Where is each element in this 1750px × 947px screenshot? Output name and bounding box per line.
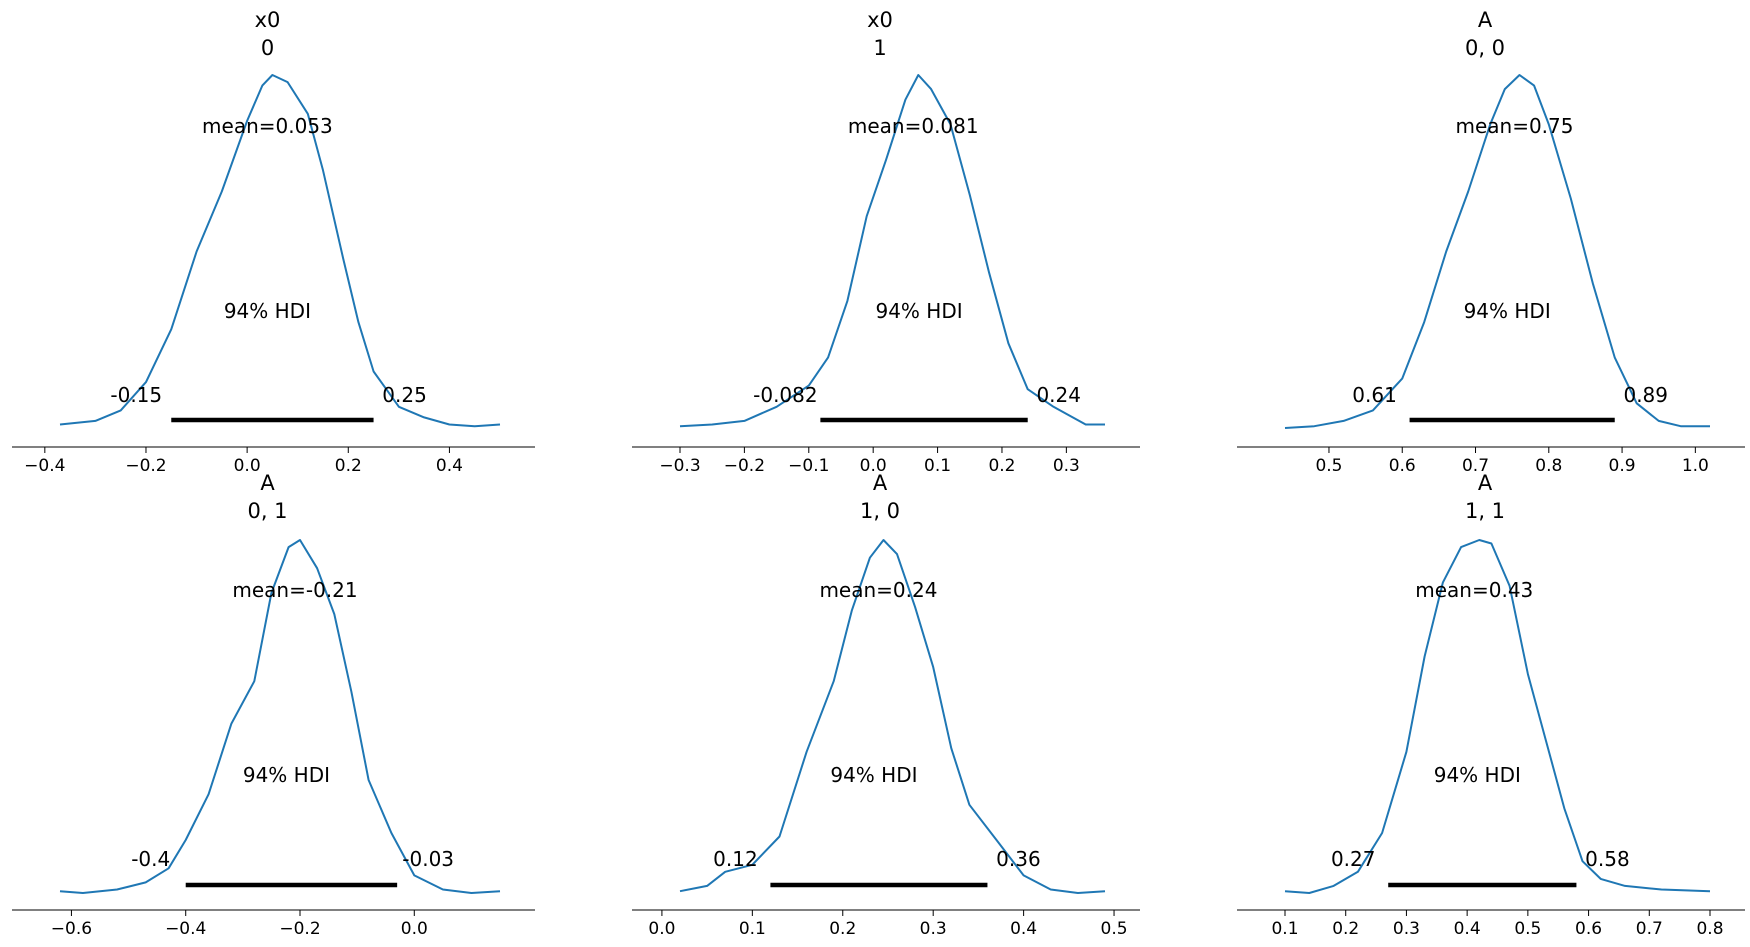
x-tick-label: 0.8 (1535, 456, 1562, 476)
hdi-high-label: 0.58 (1585, 847, 1630, 871)
density-curve (679, 539, 1106, 894)
hdi-high-label: 0.89 (1623, 383, 1668, 407)
x-tick-label: 1.0 (1682, 456, 1709, 476)
panel-5: A 1, 1 mean=0.43 94% HDI 0.27 0.58 0.1 0.2 0.3 0.… (1237, 471, 1745, 939)
panel-title-index: 1, 0 (860, 499, 900, 523)
x-tick-label: 0.9 (1609, 456, 1636, 476)
x-tick-label: 0.2 (829, 919, 856, 939)
density-curve (1284, 539, 1711, 894)
x-tick-label: 0.4 (436, 456, 463, 476)
hdi-label: 94% HDI (1434, 763, 1521, 787)
panel-title-index: 1 (873, 36, 886, 60)
x-tick-label: 0.7 (1462, 456, 1489, 476)
hdi-low-label: 0.61 (1352, 383, 1397, 407)
mean-label: mean=0.43 (1415, 578, 1533, 602)
hdi-label: 94% HDI (1464, 299, 1551, 323)
panel-title-index: 0, 0 (1465, 36, 1505, 60)
hdi-high-label: 0.25 (382, 383, 427, 407)
density-curve (59, 74, 501, 428)
panel-title-variable: A (873, 471, 888, 495)
hdi-high-label: -0.03 (402, 847, 454, 871)
x-tick-label: −0.2 (125, 456, 166, 476)
mean-label: mean=0.24 (819, 578, 937, 602)
mean-label: mean=-0.21 (232, 578, 357, 602)
x-tick-label: 0.5 (1315, 456, 1342, 476)
mean-label: mean=0.081 (848, 114, 979, 138)
x-tick-label: 0.0 (860, 456, 887, 476)
panel-1: x0 1 mean=0.081 94% HDI -0.082 0.24 −0.3 −0.2 −0… (632, 8, 1140, 476)
hdi-label: 94% HDI (243, 763, 330, 787)
x-tick-label: −0.4 (165, 919, 206, 939)
x-tick-label: 0.2 (335, 456, 362, 476)
panel-title-variable: A (260, 471, 275, 495)
x-tick-label: −0.6 (51, 919, 92, 939)
x-tick-label: 0.5 (1101, 919, 1128, 939)
x-tick-label: −0.1 (788, 456, 829, 476)
hdi-label: 94% HDI (830, 763, 917, 787)
x-tick-label: 0.7 (1636, 919, 1663, 939)
x-tick-label: 0.4 (1454, 919, 1481, 939)
x-tick-label: 0.5 (1514, 919, 1541, 939)
x-tick-label: 0.8 (1696, 919, 1723, 939)
hdi-low-label: 0.27 (1331, 847, 1376, 871)
panel-0: x0 0 mean=0.053 94% HDI -0.15 0.25 −0.4 −0.2 0.0… (12, 8, 535, 476)
x-tick-label: 0.6 (1575, 919, 1602, 939)
density-curve (679, 74, 1105, 428)
hdi-low-label: -0.15 (110, 383, 162, 407)
panel-title-variable: x0 (255, 8, 281, 32)
panel-2: A 0, 0 mean=0.75 94% HDI 0.61 0.89 0.5 0.6 0.7 0.… (1237, 8, 1745, 476)
x-tick-label: −0.2 (724, 456, 765, 476)
x-tick-label: 0.0 (401, 919, 428, 939)
x-tick-label: 0.0 (648, 919, 675, 939)
mean-label: mean=0.053 (202, 114, 333, 138)
x-tick-label: 0.1 (739, 919, 766, 939)
hdi-label: 94% HDI (224, 299, 311, 323)
hdi-label: 94% HDI (875, 299, 962, 323)
density-curve (59, 539, 501, 894)
panel-4: A 1, 0 mean=0.24 94% HDI 0.12 0.36 0.0 0.1 0.2 0.… (632, 471, 1140, 939)
hdi-low-label: -0.4 (131, 847, 170, 871)
panel-title-variable: A (1478, 471, 1493, 495)
x-tick-label: 0.2 (988, 456, 1015, 476)
x-tick-label: −0.4 (24, 456, 65, 476)
mean-label: mean=0.75 (1455, 114, 1573, 138)
x-tick-label: −0.3 (659, 456, 700, 476)
hdi-high-label: 0.36 (996, 847, 1041, 871)
x-tick-label: 0.3 (1393, 919, 1420, 939)
hdi-high-label: 0.24 (1036, 383, 1081, 407)
panel-3: A 0, 1 mean=-0.21 94% HDI -0.4 -0.03 −0.6 −0.4 −… (12, 471, 535, 939)
x-tick-label: 0.1 (924, 456, 951, 476)
x-tick-label: 0.3 (1053, 456, 1080, 476)
density-curve (1284, 74, 1710, 429)
x-tick-label: 0.0 (234, 456, 261, 476)
x-tick-label: 0.3 (920, 919, 947, 939)
x-tick-label: 0.4 (1010, 919, 1037, 939)
x-tick-label: −0.2 (279, 919, 320, 939)
panel-title-index: 0, 1 (247, 499, 287, 523)
panel-title-index: 1, 1 (1465, 499, 1505, 523)
x-tick-label: 0.1 (1271, 919, 1298, 939)
hdi-low-label: 0.12 (713, 847, 758, 871)
x-tick-label: 0.6 (1389, 456, 1416, 476)
panel-title-variable: A (1478, 8, 1493, 32)
x-tick-label: 0.2 (1332, 919, 1359, 939)
hdi-low-label: -0.082 (753, 383, 817, 407)
panel-title-index: 0 (261, 36, 274, 60)
panel-title-variable: x0 (867, 8, 893, 32)
